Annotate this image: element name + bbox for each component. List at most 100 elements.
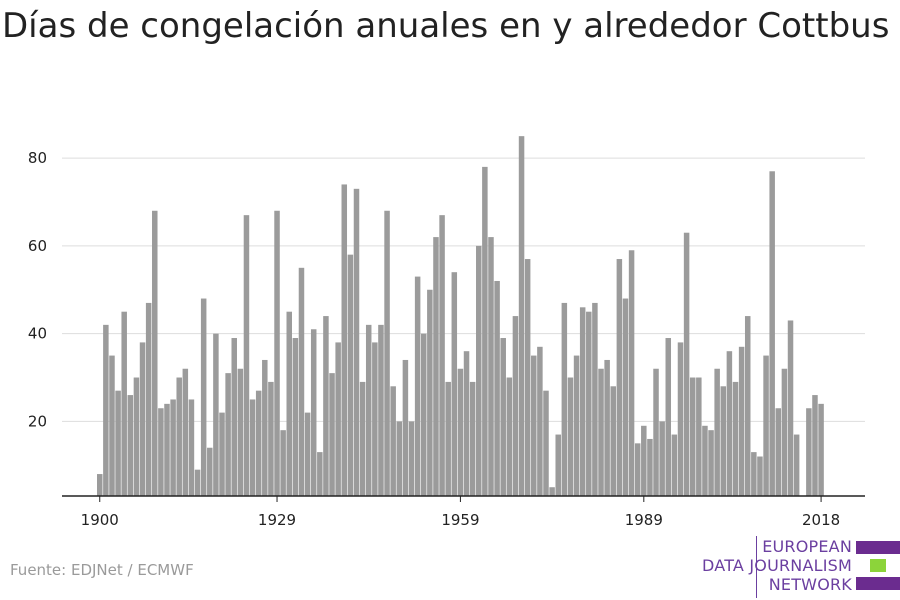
bar-2006 bbox=[744, 316, 751, 496]
bar-1950 bbox=[402, 359, 409, 496]
y-axis-ticks: 20 40 60 80 bbox=[28, 149, 47, 430]
bar-1997 bbox=[689, 377, 696, 496]
bar-1928 bbox=[268, 381, 274, 496]
edjnet-logo: EUROPEAN DATA JOURNALISM NETWORK bbox=[700, 536, 900, 598]
y-tick-label: 40 bbox=[28, 325, 47, 343]
bar-2002 bbox=[720, 386, 727, 496]
bar-1985 bbox=[616, 259, 623, 496]
x-tick-label: 1900 bbox=[81, 511, 119, 529]
bar-1904 bbox=[121, 311, 127, 496]
bar-1986 bbox=[622, 298, 629, 496]
logo-bar-middle-green bbox=[870, 559, 886, 572]
bar-1926 bbox=[255, 390, 262, 496]
logo-text-data-journalism: DATA JOURNALISM bbox=[702, 556, 852, 575]
bar-1903 bbox=[115, 390, 121, 496]
bar-1908 bbox=[145, 302, 152, 496]
bar-1934 bbox=[304, 412, 311, 496]
bar-1982 bbox=[598, 368, 604, 496]
bar-1987 bbox=[628, 250, 635, 496]
bar-1962 bbox=[476, 245, 482, 496]
bar-1967 bbox=[506, 377, 513, 496]
bar-1979 bbox=[579, 307, 586, 496]
y-tick-label: 60 bbox=[28, 237, 47, 255]
bar-1930 bbox=[280, 430, 286, 496]
bar-1983 bbox=[604, 359, 610, 496]
bar-1974 bbox=[549, 487, 555, 496]
bar-1901 bbox=[103, 324, 109, 496]
bar-2013 bbox=[787, 320, 794, 496]
bar-1999 bbox=[702, 425, 708, 496]
bar-1937 bbox=[323, 316, 329, 496]
bar-2000 bbox=[708, 430, 714, 496]
bar-1932 bbox=[292, 338, 299, 496]
bar-1906 bbox=[133, 377, 140, 496]
bar-1905 bbox=[127, 395, 134, 496]
logo-divider bbox=[756, 536, 757, 598]
bar-1945 bbox=[372, 342, 378, 496]
bar-1912 bbox=[170, 399, 176, 496]
bar-2007 bbox=[751, 452, 757, 496]
bar-1994 bbox=[671, 434, 678, 496]
bar-1939 bbox=[335, 342, 341, 496]
x-tick-label: 1989 bbox=[625, 511, 663, 529]
bar-1900 bbox=[97, 474, 103, 496]
bar-1917 bbox=[200, 298, 207, 496]
bar-1988 bbox=[634, 443, 641, 496]
bar-2017 bbox=[812, 395, 818, 496]
bar-1954 bbox=[427, 289, 433, 496]
bar-1975 bbox=[555, 434, 561, 496]
bar-1995 bbox=[677, 342, 684, 496]
logo-text-network: NETWORK bbox=[768, 575, 852, 594]
bar-1921 bbox=[225, 373, 231, 496]
bar-1951 bbox=[408, 421, 415, 496]
bar-1909 bbox=[152, 210, 158, 496]
bar-1989 bbox=[641, 425, 647, 496]
bar-1942 bbox=[353, 188, 360, 496]
bar-2012 bbox=[781, 368, 788, 496]
bar-1996 bbox=[683, 232, 690, 496]
bar-1911 bbox=[164, 403, 170, 496]
bar-1936 bbox=[317, 452, 323, 496]
bar-1943 bbox=[359, 381, 366, 496]
bar-1948 bbox=[390, 386, 396, 496]
chart-title: Días de congelación anuales en y alreded… bbox=[2, 6, 890, 46]
bar-1944 bbox=[365, 324, 372, 496]
bar-1998 bbox=[696, 377, 702, 496]
bar-1960 bbox=[463, 351, 470, 496]
bar-1972 bbox=[537, 346, 543, 496]
logo-text-european: EUROPEAN bbox=[762, 537, 852, 556]
y-tick-label: 80 bbox=[28, 149, 47, 167]
bar-1969 bbox=[518, 136, 525, 496]
bar-1952 bbox=[414, 276, 421, 496]
x-tick-label: 1959 bbox=[441, 511, 479, 529]
bar-2008 bbox=[757, 456, 763, 496]
bar-1981 bbox=[592, 302, 598, 496]
bar-2011 bbox=[775, 408, 782, 496]
bar-1966 bbox=[500, 338, 506, 496]
bar-1915 bbox=[188, 399, 195, 496]
bar-2016 bbox=[806, 408, 812, 496]
bar-1970 bbox=[524, 259, 531, 496]
logo-bar-top bbox=[856, 541, 900, 554]
bar-1953 bbox=[420, 333, 427, 496]
bar-2003 bbox=[726, 351, 733, 496]
bar-1925 bbox=[249, 399, 256, 496]
bar-1938 bbox=[329, 373, 335, 496]
x-tick-label: 2018 bbox=[802, 511, 840, 529]
bar-2014 bbox=[793, 434, 800, 496]
bar-1957 bbox=[445, 381, 451, 496]
bar-1922 bbox=[231, 338, 237, 496]
bar-1977 bbox=[567, 377, 574, 496]
bar-1978 bbox=[573, 355, 580, 496]
bar-1964 bbox=[488, 237, 494, 496]
bar-1913 bbox=[176, 377, 182, 496]
bar-1947 bbox=[384, 210, 390, 496]
bar-1984 bbox=[610, 386, 616, 496]
bar-1918 bbox=[207, 447, 213, 496]
bar-1914 bbox=[182, 368, 189, 496]
bar-1919 bbox=[213, 333, 219, 496]
bar-1976 bbox=[561, 302, 568, 496]
bar-1910 bbox=[158, 408, 164, 496]
bar-1927 bbox=[262, 359, 268, 496]
